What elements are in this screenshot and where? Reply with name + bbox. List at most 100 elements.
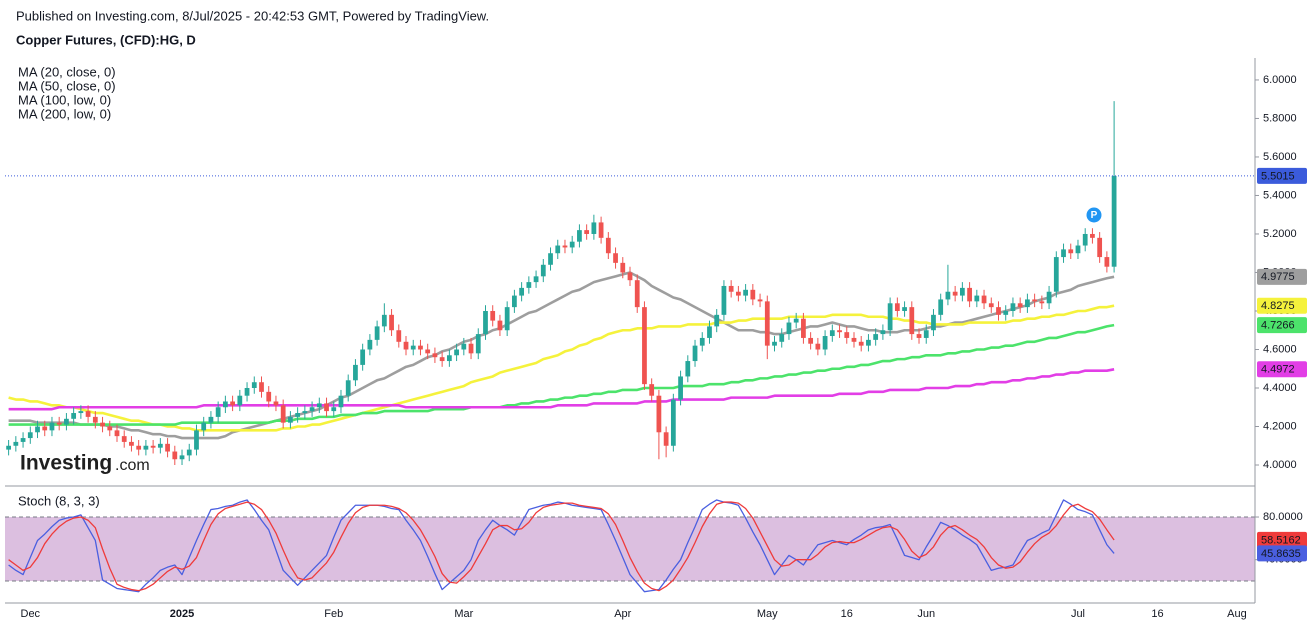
candle-body xyxy=(215,407,221,417)
candle-body xyxy=(670,399,676,446)
candle-body xyxy=(858,341,864,346)
legend-entry: MA (200, low, 0) xyxy=(18,106,111,121)
moving-average-line xyxy=(8,368,1115,411)
candle-body xyxy=(577,230,582,242)
legend-entry: MA (20, close, 0) xyxy=(18,64,116,79)
candle-body xyxy=(945,291,951,300)
candle-body xyxy=(844,332,850,338)
candle-body xyxy=(288,416,293,423)
candle-body xyxy=(64,418,69,425)
logo: Investing .com xyxy=(20,452,150,475)
last-value-tag xyxy=(1257,361,1307,378)
candle-body xyxy=(916,334,922,338)
annotation: P xyxy=(1091,210,1098,221)
last-value-label: 4.8275 xyxy=(1261,300,1295,312)
candle-body xyxy=(1039,301,1045,304)
candle-body xyxy=(880,330,886,335)
candle-body xyxy=(613,253,618,263)
candle-body xyxy=(591,222,597,234)
candle-body xyxy=(266,391,272,402)
candle-body xyxy=(952,291,958,296)
candle-body xyxy=(410,345,416,350)
candle-body xyxy=(309,407,315,412)
candle-body xyxy=(793,318,799,323)
legend-entry: MA (100, low, 0) xyxy=(18,92,111,107)
candle-body xyxy=(822,336,828,350)
chart-title: Copper Futures, (CFD):HG, D xyxy=(16,32,196,47)
candle-body xyxy=(598,222,604,238)
annotation-circle xyxy=(1086,207,1102,223)
candle-body xyxy=(959,287,965,296)
last-value-tag xyxy=(1257,297,1307,314)
candle-body xyxy=(396,330,402,342)
x-tick-label: 16 xyxy=(841,608,853,620)
candle-body xyxy=(981,295,987,304)
legend-entry: MA (50, close, 0) xyxy=(18,78,116,93)
candle-body xyxy=(121,436,127,442)
candle-body xyxy=(801,318,806,338)
candle-body xyxy=(497,320,503,331)
candle-body xyxy=(584,230,590,234)
moving-average-line xyxy=(8,304,1115,432)
candle-body xyxy=(533,276,539,283)
candle-body xyxy=(642,307,647,385)
candle-body xyxy=(757,299,763,302)
candle-body xyxy=(887,303,893,331)
candle-body xyxy=(649,384,655,396)
candle-body xyxy=(815,343,821,350)
x-tick-label: 2025 xyxy=(170,608,194,620)
candle-body xyxy=(1017,303,1023,308)
candle-body xyxy=(808,337,814,344)
candle-body xyxy=(996,307,1001,315)
last-value-tag xyxy=(1257,268,1307,285)
candle-body xyxy=(230,401,235,406)
candle-body xyxy=(1111,175,1117,267)
last-value-label: 58.5162 xyxy=(1261,534,1301,546)
candle-body xyxy=(244,388,250,396)
candle-body xyxy=(866,339,871,346)
stochastic-line xyxy=(8,499,1115,593)
candle-body xyxy=(656,395,662,433)
x-tick-label: Feb xyxy=(324,608,343,620)
candle-body xyxy=(92,416,98,423)
candle-body xyxy=(735,291,741,296)
candle-body xyxy=(1010,303,1016,311)
x-tick-label: Mar xyxy=(454,608,473,620)
candle-body xyxy=(721,285,727,315)
candle-body xyxy=(107,426,113,431)
candle-body xyxy=(634,280,640,308)
candle-body xyxy=(1082,233,1088,246)
last-value-label: 4.7266 xyxy=(1261,320,1295,332)
candle-body xyxy=(56,422,62,425)
candle-body xyxy=(136,445,142,450)
candle-body xyxy=(540,264,546,277)
plots: 4.00004.20004.40004.60004.80005.00005.20… xyxy=(5,64,1307,620)
candle-body xyxy=(85,411,91,417)
y-tick-label: 80.0000 xyxy=(1263,511,1303,523)
candle-body xyxy=(728,285,734,292)
candle-body xyxy=(707,326,712,338)
candle-body xyxy=(548,253,553,265)
candle-body xyxy=(251,382,257,389)
candle-body xyxy=(425,349,431,354)
candle-body xyxy=(143,445,149,450)
candle-body xyxy=(172,451,178,460)
x-tick-label: 16 xyxy=(1151,608,1163,620)
candle-body xyxy=(186,449,192,456)
candle-body xyxy=(475,334,481,354)
candle-body xyxy=(483,310,488,335)
candle-body xyxy=(699,337,705,346)
candle-body xyxy=(1032,299,1038,302)
candle-body xyxy=(1090,233,1095,238)
candle-body xyxy=(605,237,611,254)
candle-body xyxy=(461,343,467,350)
last-value-label: 45.8635 xyxy=(1261,548,1301,560)
annotation-marker: P xyxy=(1086,207,1102,223)
candle-body xyxy=(829,330,835,337)
candle-body xyxy=(20,438,26,442)
candle-body xyxy=(165,443,170,452)
candle-body xyxy=(1104,257,1110,267)
candle-body xyxy=(974,295,980,302)
candle-body xyxy=(381,314,387,327)
moving-average-line xyxy=(8,271,1115,440)
